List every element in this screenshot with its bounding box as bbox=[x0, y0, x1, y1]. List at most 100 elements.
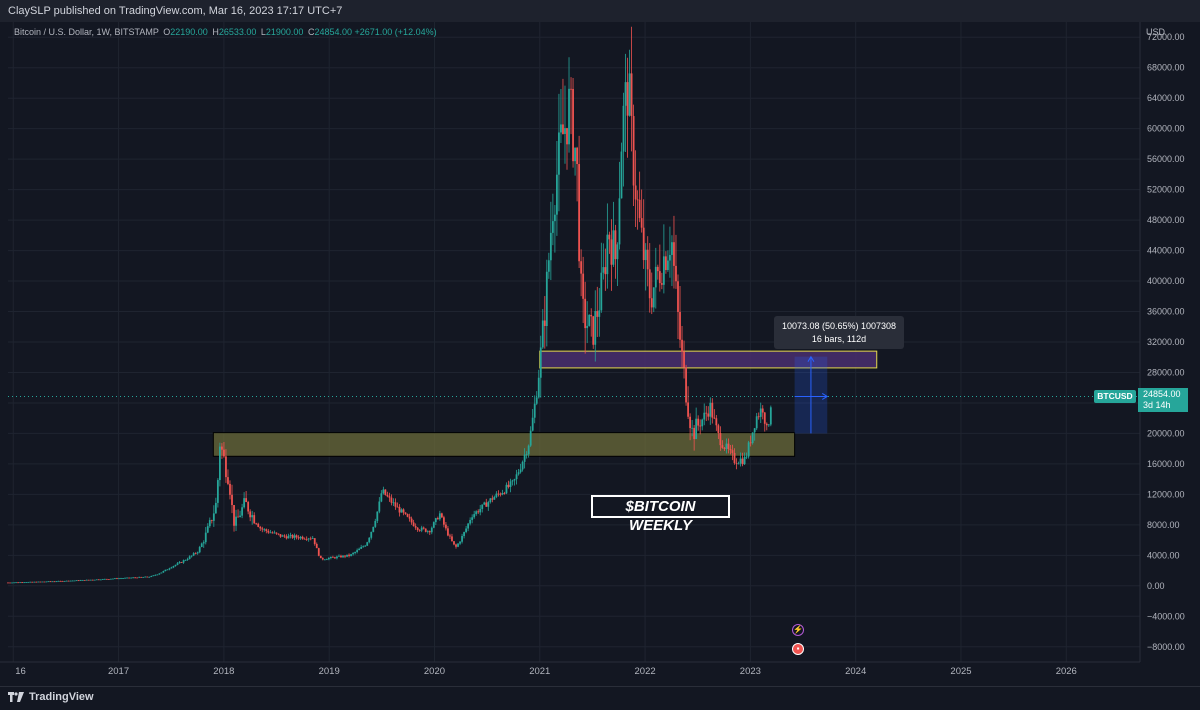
candle-body bbox=[507, 484, 510, 487]
currency-label[interactable]: USD bbox=[1146, 27, 1166, 37]
candle-body bbox=[404, 512, 407, 515]
candle-body bbox=[33, 581, 36, 583]
candle-body bbox=[511, 480, 514, 482]
candle-body bbox=[105, 578, 108, 580]
candle-body bbox=[541, 320, 544, 348]
candle-body bbox=[214, 502, 217, 514]
candle-body bbox=[210, 520, 213, 521]
time-axis[interactable]: 16 2017 2018 2019 2020 2021 2022 2023 2024 2025 20… bbox=[0, 661, 1140, 677]
candle-body bbox=[562, 124, 564, 134]
open-key: O bbox=[163, 27, 171, 37]
candle-body bbox=[348, 554, 350, 556]
candle-body bbox=[602, 267, 605, 273]
candle-body bbox=[428, 531, 431, 533]
candle-body bbox=[493, 496, 496, 500]
candle-body bbox=[162, 571, 165, 573]
candle-body bbox=[279, 534, 282, 537]
candle-body bbox=[453, 541, 455, 545]
candle-body bbox=[715, 418, 718, 426]
candle-body bbox=[140, 576, 143, 578]
time-tick-label: 2022 bbox=[635, 666, 656, 677]
candle-body bbox=[223, 449, 225, 457]
candle-body bbox=[527, 445, 530, 455]
candle-body bbox=[410, 518, 413, 523]
candle-body bbox=[584, 298, 587, 329]
price-tick-label: 16000.00 bbox=[1147, 459, 1185, 469]
candle-body bbox=[707, 413, 710, 417]
candle-body bbox=[402, 509, 405, 513]
candle-body bbox=[634, 185, 637, 200]
candle-body bbox=[709, 402, 712, 417]
grid-lines bbox=[8, 22, 1140, 662]
candle-body bbox=[396, 506, 399, 508]
candle-body bbox=[176, 563, 179, 565]
high-value: 26533.00 bbox=[218, 27, 257, 37]
candle-body bbox=[340, 555, 342, 558]
candle-body bbox=[747, 442, 750, 457]
candle-body bbox=[9, 582, 11, 584]
flag-icon[interactable]: ▪ bbox=[792, 643, 804, 655]
candle-body bbox=[757, 416, 760, 418]
price-tick-label: 40000.00 bbox=[1147, 276, 1185, 286]
candle-body bbox=[463, 532, 465, 537]
time-tick-label: 2025 bbox=[950, 666, 971, 677]
time-tick-label: 16 bbox=[15, 666, 26, 677]
candle-body bbox=[667, 260, 669, 270]
candle-body bbox=[406, 514, 409, 517]
candle-body bbox=[725, 443, 728, 449]
candle-body bbox=[168, 568, 171, 570]
candle-body bbox=[434, 518, 437, 523]
candle-body bbox=[669, 254, 671, 261]
price-axis-bg bbox=[1140, 22, 1200, 686]
candle-body bbox=[170, 567, 173, 569]
candle-body bbox=[701, 419, 704, 427]
close-value: 24854.00 bbox=[314, 27, 352, 37]
candle-body bbox=[533, 403, 536, 418]
candle-body bbox=[158, 573, 161, 575]
resistance-zone bbox=[539, 350, 878, 369]
candle-body bbox=[287, 535, 290, 539]
candle-body bbox=[136, 577, 139, 579]
candle-body bbox=[683, 351, 685, 368]
measure-tool[interactable] bbox=[794, 355, 829, 434]
lightning-icon[interactable]: ⚡ bbox=[792, 624, 804, 636]
price-tick-label: 44000.00 bbox=[1147, 246, 1185, 256]
time-tick-label: 2021 bbox=[529, 666, 550, 677]
candle-body bbox=[662, 256, 665, 285]
candle-body bbox=[588, 314, 591, 326]
last-price-value: 24854.00 bbox=[1143, 389, 1181, 400]
footer-bar: TradingView bbox=[0, 686, 1200, 710]
candle-body bbox=[247, 502, 250, 512]
candle-body bbox=[368, 537, 371, 543]
candle-body bbox=[620, 151, 623, 199]
candle-body bbox=[336, 556, 338, 559]
price-axis[interactable]: 72000.00 68000.00 64000.00 60000.00 56000.00… bbox=[1139, 22, 1200, 686]
candle-body bbox=[451, 536, 453, 542]
candle-body bbox=[499, 493, 502, 495]
candle-body bbox=[342, 555, 344, 558]
candle-body bbox=[475, 511, 478, 515]
candle-body bbox=[174, 564, 177, 567]
candle-body bbox=[374, 520, 377, 527]
candle-body bbox=[132, 577, 135, 579]
measure-line2: 16 bars, 112d bbox=[811, 334, 867, 344]
candle-body bbox=[81, 580, 84, 581]
candle-body bbox=[535, 397, 538, 404]
candle-body bbox=[196, 552, 199, 554]
annotation-label[interactable]: $BITCOIN WEEKLY bbox=[591, 495, 730, 534]
candle-body bbox=[77, 580, 80, 582]
price-chart[interactable]: 72000.00 68000.00 64000.00 60000.00 56000.00… bbox=[0, 22, 1200, 686]
candle-body bbox=[717, 425, 720, 433]
candle-body bbox=[156, 574, 159, 576]
candle-body bbox=[208, 520, 211, 527]
candle-body bbox=[505, 484, 508, 494]
candle-body bbox=[749, 442, 752, 444]
candle-body bbox=[265, 529, 268, 531]
candle-body bbox=[313, 538, 316, 544]
candle-body bbox=[91, 579, 94, 581]
candle-body bbox=[269, 532, 272, 534]
candle-body bbox=[7, 582, 9, 584]
candle-body bbox=[31, 581, 34, 583]
tradingview-logo[interactable]: TradingView bbox=[8, 691, 94, 703]
candle-body bbox=[741, 458, 744, 465]
